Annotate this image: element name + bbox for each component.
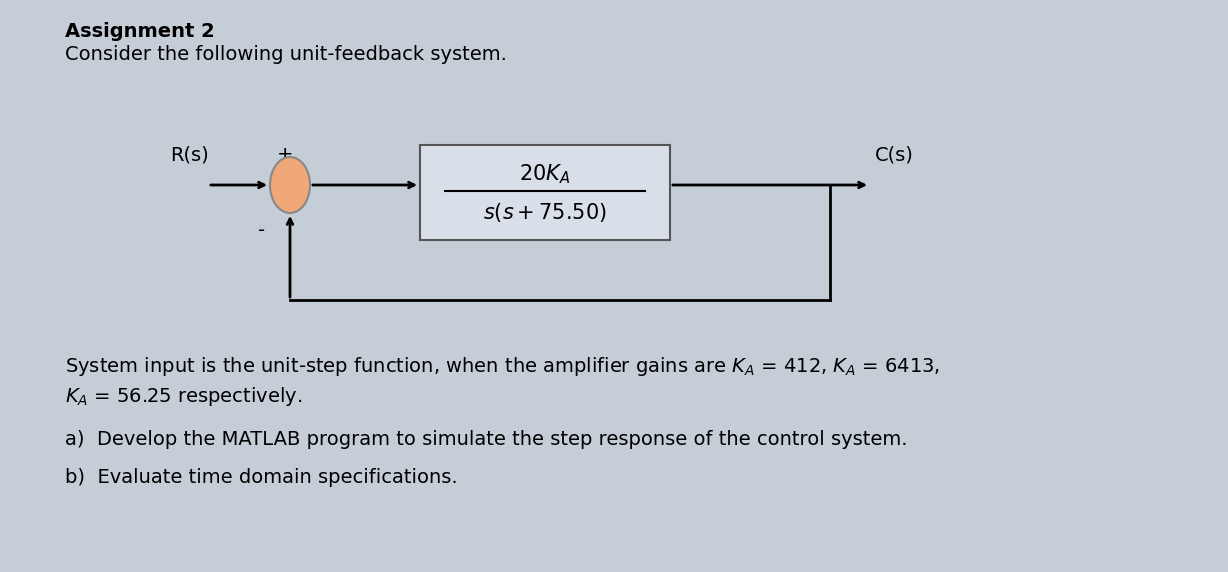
Text: System input is the unit-step function, when the amplifier gains are $K_A$ = 412: System input is the unit-step function, … — [65, 355, 941, 378]
Ellipse shape — [270, 157, 309, 213]
FancyBboxPatch shape — [420, 145, 670, 240]
Text: Assignment 2: Assignment 2 — [65, 22, 215, 41]
Text: $s(s + 75.50)$: $s(s + 75.50)$ — [483, 201, 607, 224]
Text: R(s): R(s) — [169, 145, 209, 165]
Text: Consider the following unit-feedback system.: Consider the following unit-feedback sys… — [65, 45, 507, 64]
Text: a)  Develop the MATLAB program to simulate the step response of the control syst: a) Develop the MATLAB program to simulat… — [65, 430, 907, 449]
Text: -: - — [258, 221, 265, 240]
Text: +: + — [276, 145, 293, 165]
Text: $K_A$ = 56.25 respectively.: $K_A$ = 56.25 respectively. — [65, 385, 302, 408]
Text: C(s): C(s) — [876, 145, 914, 165]
Text: $20K_A$: $20K_A$ — [519, 162, 571, 186]
Text: b)  Evaluate time domain specifications.: b) Evaluate time domain specifications. — [65, 468, 458, 487]
